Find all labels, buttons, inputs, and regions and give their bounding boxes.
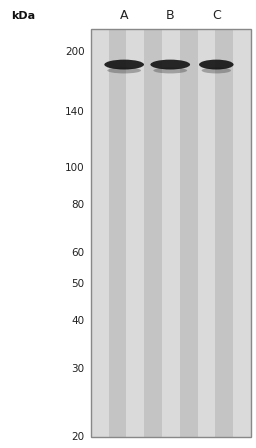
Text: 20: 20 — [71, 432, 84, 442]
Bar — [198, 29, 215, 437]
Bar — [91, 29, 109, 437]
Text: 80: 80 — [71, 200, 84, 211]
Text: 200: 200 — [65, 47, 84, 57]
Bar — [144, 29, 162, 437]
Bar — [215, 29, 233, 437]
Text: 60: 60 — [71, 249, 84, 258]
Text: C: C — [212, 9, 221, 22]
Ellipse shape — [199, 60, 234, 69]
Bar — [126, 29, 144, 437]
Ellipse shape — [202, 68, 231, 73]
Ellipse shape — [153, 68, 187, 73]
Bar — [233, 29, 251, 437]
Ellipse shape — [151, 60, 190, 69]
Ellipse shape — [107, 68, 141, 73]
Bar — [180, 29, 198, 437]
Text: 50: 50 — [71, 279, 84, 289]
Text: kDa: kDa — [11, 11, 35, 21]
Text: B: B — [166, 9, 175, 22]
Text: 100: 100 — [65, 163, 84, 173]
Bar — [162, 29, 180, 437]
Bar — [91, 29, 251, 437]
Text: 40: 40 — [71, 316, 84, 326]
Bar — [91, 29, 251, 437]
Text: A: A — [120, 9, 129, 22]
Bar — [109, 29, 126, 437]
Text: 30: 30 — [71, 364, 84, 374]
Ellipse shape — [104, 60, 144, 69]
Text: 140: 140 — [65, 107, 84, 117]
